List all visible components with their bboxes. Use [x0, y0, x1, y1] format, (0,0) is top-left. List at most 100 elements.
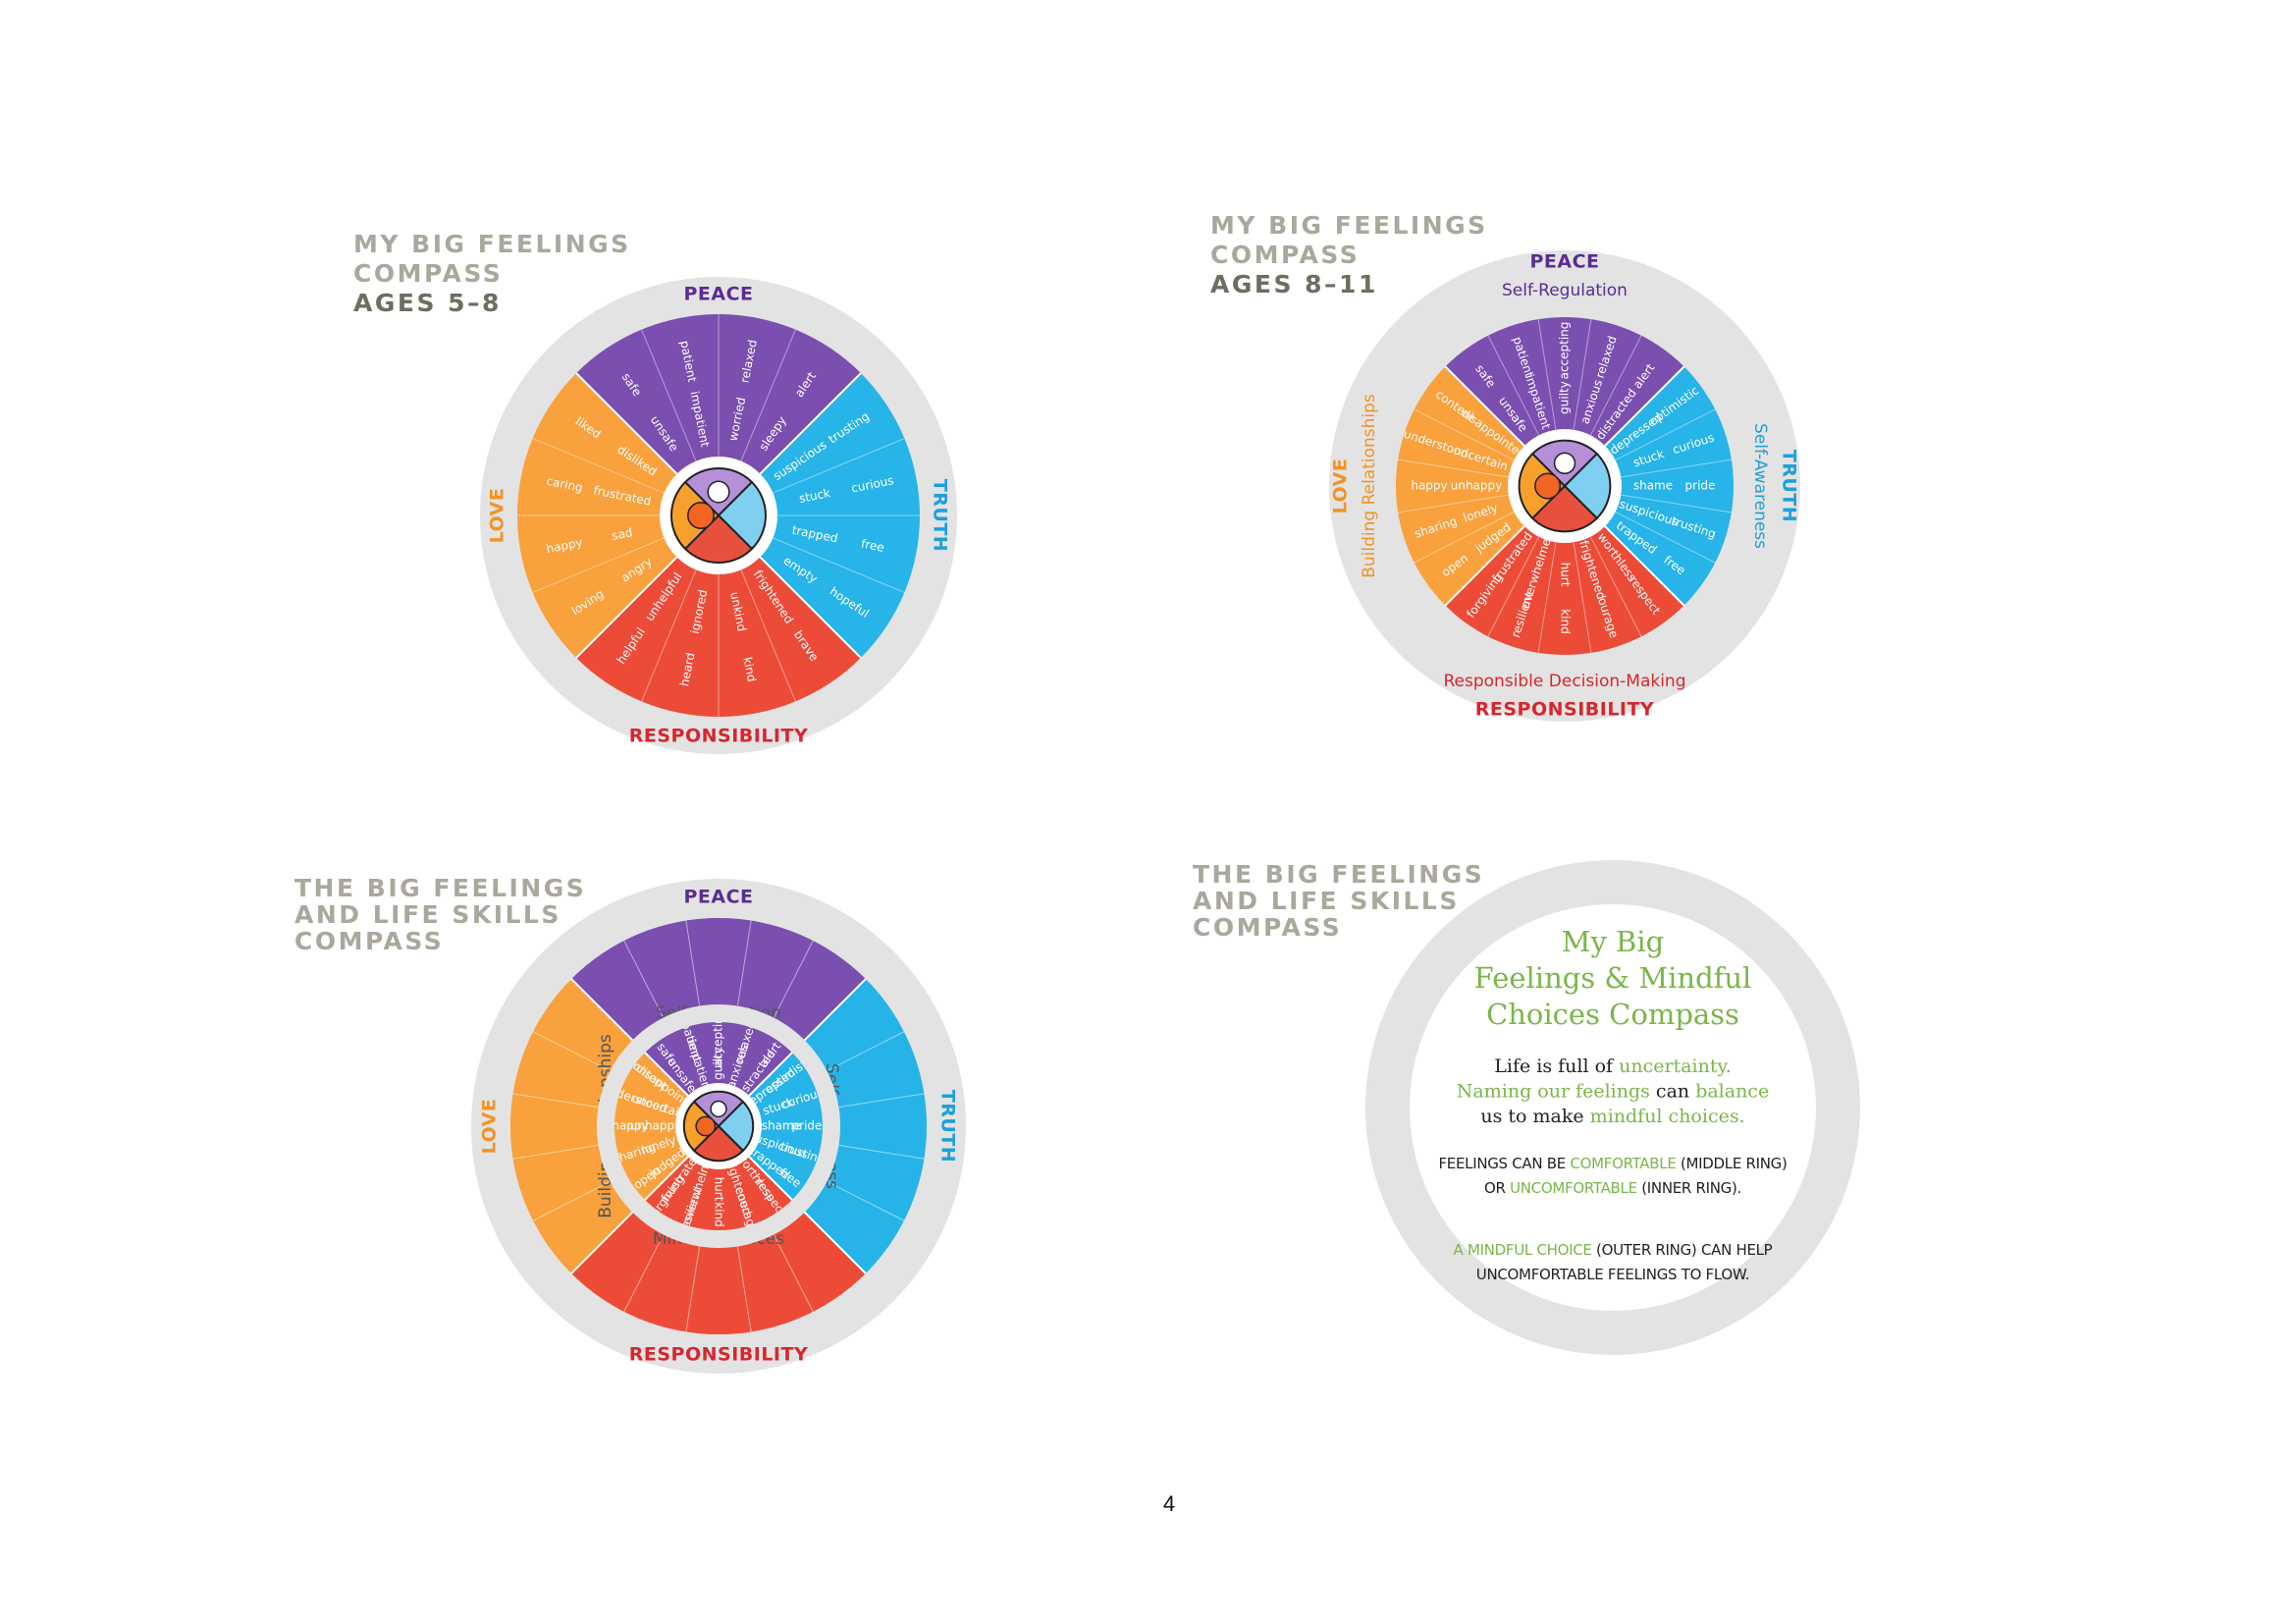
quadrant-divider	[575, 556, 678, 659]
band-divider	[773, 1234, 814, 1313]
word-divider	[740, 569, 796, 702]
text-segment: (MIDDLE RING)	[1677, 1155, 1788, 1172]
feeling-word: unhappy	[1451, 479, 1503, 493]
text-segment: UNCOMFORTABLE FEELINGS TO FLOW.	[1476, 1266, 1749, 1283]
compass-subtitle: AGES 8–11	[1210, 270, 1378, 298]
quadrant-divider	[748, 1156, 867, 1274]
emblem-sun	[687, 502, 715, 529]
quadrant-divider	[1604, 525, 1685, 607]
quadrant-label: PEACE	[683, 284, 753, 305]
card-heading: Feelings & Mindful	[1474, 961, 1752, 995]
feeling-word: accepting	[1558, 322, 1572, 380]
band-divider	[623, 1234, 665, 1313]
word-divider	[641, 569, 697, 702]
compass-title: AND LIFE SKILLS	[1193, 887, 1460, 915]
text-segment: OR	[1484, 1179, 1510, 1197]
feeling-word: heard	[677, 651, 697, 687]
quadrant-band	[804, 979, 927, 1273]
quadrant	[1395, 366, 1565, 606]
word-divider	[1398, 494, 1509, 514]
quadrant	[576, 515, 861, 717]
feeling-word: hurt	[1559, 563, 1573, 587]
quadrant-label: TRUTH	[1779, 450, 1800, 522]
word-divider	[1398, 459, 1509, 478]
word-divider	[1589, 536, 1642, 637]
skill-label: Self-Regulation	[1502, 281, 1628, 300]
band-divider	[773, 940, 814, 1018]
text-segment: mindful choices.	[1590, 1106, 1745, 1127]
card-heading: My Big	[1562, 925, 1664, 958]
feeling-word: pride	[1685, 479, 1716, 493]
quadrant-label: LOVE	[1330, 459, 1352, 514]
word-divider	[1621, 494, 1732, 514]
feeling-word: pride	[792, 1119, 823, 1133]
word-divider	[1573, 319, 1592, 430]
text-segment: balance	[1695, 1081, 1769, 1103]
text-segment: uncertainty.	[1619, 1056, 1732, 1077]
word-divider	[1621, 459, 1732, 478]
feeling-word: happy	[612, 1119, 648, 1133]
word-divider	[1487, 536, 1540, 637]
compass-subtitle: AGES 5–8	[353, 289, 502, 317]
quadrant	[517, 373, 719, 658]
quadrant-divider	[1444, 365, 1525, 447]
band-divider	[736, 1246, 752, 1332]
word-divider	[641, 329, 697, 461]
word-divider	[1537, 542, 1557, 653]
feeling-word: guilty	[1558, 381, 1572, 414]
card-heading: Choices Compass	[1486, 998, 1739, 1031]
quadrant	[1565, 366, 1735, 606]
quadrant-label: RESPONSIBILITY	[1475, 699, 1654, 721]
quadrant-band	[510, 979, 633, 1273]
band-divider	[736, 920, 752, 1006]
quadrant-divider	[759, 556, 862, 659]
card-line: us to make mindful choices.	[1480, 1106, 1744, 1127]
word-divider	[773, 438, 905, 494]
compass-title: THE BIG FEELINGS	[294, 874, 586, 902]
text-segment: Life is full of	[1494, 1056, 1619, 1077]
quadrant-label: RESPONSIBILITY	[629, 1344, 808, 1366]
feeling-word: stuck	[798, 486, 831, 506]
band-divider	[532, 1031, 611, 1072]
text-segment: Naming our feelings	[1457, 1081, 1650, 1103]
quadrant-label: RESPONSIBILITY	[629, 726, 808, 747]
band-divider	[685, 920, 701, 1006]
compass-title: MY BIG FEELINGS	[1210, 211, 1488, 240]
word-divider	[1615, 511, 1716, 564]
band-divider	[532, 1180, 611, 1221]
text-segment: FEELINGS CAN BE	[1438, 1155, 1570, 1172]
band-divider	[685, 1246, 701, 1332]
text-segment: UNCOMFORTABLE	[1510, 1179, 1637, 1197]
emblem-cloud	[707, 480, 730, 504]
text-segment: A MINDFUL CHOICE	[1454, 1241, 1592, 1259]
band-divider	[512, 1093, 599, 1109]
skill-label: Responsible Decision-Making	[1443, 672, 1685, 691]
feeling-word: shame	[1633, 479, 1673, 493]
band-divider	[838, 1144, 925, 1160]
compass-title: AND LIFE SKILLS	[294, 900, 561, 929]
feeling-word: kind	[740, 656, 759, 683]
feeling-word: unhappy	[630, 1119, 682, 1133]
quadrant-band	[571, 1212, 866, 1334]
compass-title: COMPASS	[1193, 913, 1342, 942]
word-divider	[1615, 408, 1716, 461]
quadrant	[1445, 317, 1684, 486]
quadrant	[719, 373, 920, 658]
quadrant-divider	[759, 372, 862, 475]
word-divider	[740, 329, 796, 461]
word-divider	[1414, 408, 1515, 461]
emblem-sun	[695, 1115, 717, 1137]
emblem-cloud	[710, 1100, 727, 1118]
text-segment: COMFORTABLE	[1570, 1155, 1676, 1172]
quadrant-divider	[748, 978, 867, 1097]
compass-title: COMPASS	[353, 259, 503, 288]
compass-title: MY BIG FEELINGS	[353, 230, 631, 258]
word-divider	[773, 537, 905, 593]
card-line: UNCOMFORTABLE FEELINGS TO FLOW.	[1476, 1266, 1749, 1283]
quadrant-divider	[570, 978, 689, 1097]
quadrant-divider	[575, 372, 678, 475]
compass-title: COMPASS	[1210, 241, 1360, 269]
emblem-sun	[1534, 472, 1562, 500]
text-segment: (INNER RING).	[1637, 1179, 1741, 1197]
